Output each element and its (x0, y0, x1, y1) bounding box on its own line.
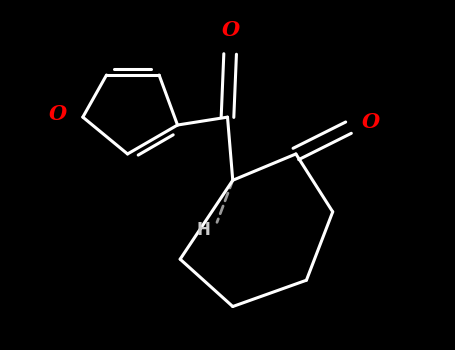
Text: O: O (362, 112, 379, 132)
Text: O: O (49, 105, 66, 125)
Text: H: H (197, 221, 211, 239)
Text: O: O (222, 20, 240, 40)
